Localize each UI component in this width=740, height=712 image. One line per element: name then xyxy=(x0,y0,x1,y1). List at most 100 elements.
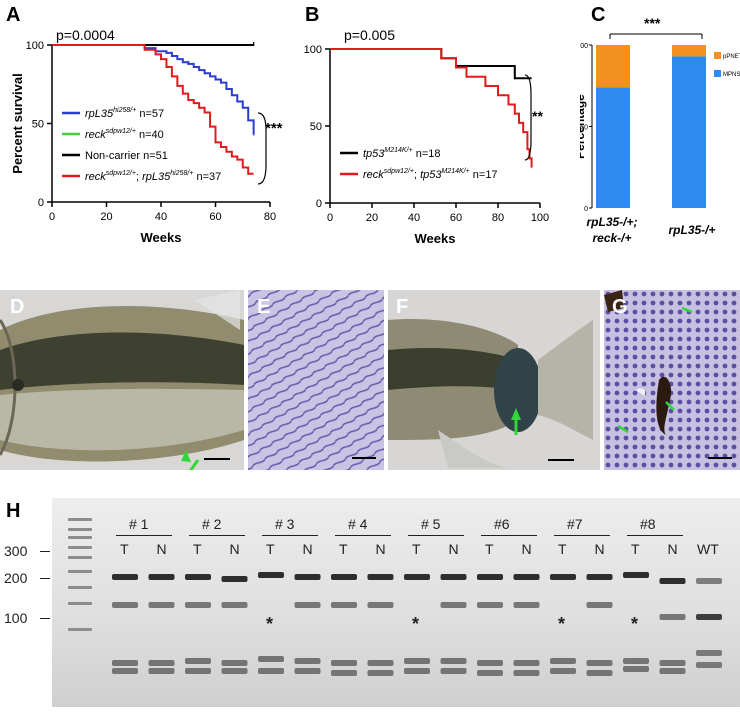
gel-marker-tick xyxy=(40,551,50,552)
chart-c-legend-swatch xyxy=(714,70,721,77)
gel-band xyxy=(696,662,722,668)
gel-band xyxy=(550,658,576,664)
gel-sample-label: # 2 xyxy=(202,516,222,532)
chart-b-y-tick-label: 0 xyxy=(316,198,322,210)
chart-c-legend-swatch xyxy=(714,52,721,59)
gel-image xyxy=(52,498,740,707)
gel-lane-label: T xyxy=(120,541,129,557)
gel-sample-bracket xyxy=(481,535,537,536)
gel-sample-bracket xyxy=(408,535,464,536)
gel-band xyxy=(258,572,284,578)
gel-band xyxy=(440,574,467,580)
gel-sample-bracket xyxy=(627,535,683,536)
chart-c-bar-mpnst xyxy=(596,87,630,208)
chart-c-category-label: rpL35-/+; xyxy=(586,215,637,229)
chart-b-x-axis-label: Weeks xyxy=(415,231,456,246)
gel-lane-label: N xyxy=(156,541,167,557)
significance-c: *** xyxy=(644,15,661,31)
gel-lane-label: T xyxy=(412,541,421,557)
gel-band xyxy=(367,574,394,580)
chart-a-legend-label: rpL35hi258/+ n=57 xyxy=(85,107,164,120)
survival-chart-a: 0 20 40 60 80 0 50 100 Weeks Percent survival p=0… xyxy=(10,27,283,245)
gel-band xyxy=(586,660,613,666)
gel-lane-label: T xyxy=(193,541,202,557)
chart-a-x-tick-label: 80 xyxy=(264,211,276,223)
gel-band xyxy=(185,602,211,608)
gel-lane-label: T xyxy=(266,541,275,557)
p-value-b: p=0.005 xyxy=(344,27,395,43)
chart-c-legend-label: pPNET xyxy=(723,54,740,60)
gel-band xyxy=(221,668,248,674)
ladder-band xyxy=(68,602,92,605)
chart-c-category-label: reck-/+ xyxy=(592,231,631,245)
chart-a-x-tick-label: 60 xyxy=(209,211,221,223)
gel-band xyxy=(185,658,211,664)
chart-b-legend-label: tp53M214K/+ n=18 xyxy=(363,147,440,160)
chart-b-y-axis-label: Percent survival xyxy=(300,76,303,176)
gel-band xyxy=(221,602,248,608)
chart-a-legend-label: Non-carrier n=51 xyxy=(85,150,168,162)
gel-sample-label: #8 xyxy=(640,516,656,532)
gel-band xyxy=(294,602,321,608)
gel-band xyxy=(112,660,138,666)
gel-sample-label: #7 xyxy=(567,516,583,532)
gel-lane-label: N xyxy=(229,541,240,557)
gel-lane-label: T xyxy=(558,541,567,557)
gel-band xyxy=(586,602,613,608)
gel-band xyxy=(294,668,321,674)
gel-band xyxy=(258,668,284,674)
gel-band xyxy=(477,660,503,666)
gel-lane-label: N xyxy=(667,541,678,557)
ladder-band xyxy=(68,528,92,531)
gel-band xyxy=(623,572,649,578)
chart-c-y-tick-label: 0 xyxy=(584,206,588,213)
gel-band xyxy=(477,574,503,580)
chart-a-x-tick-label: 20 xyxy=(100,211,112,223)
gel-wt-label: WT xyxy=(697,541,719,557)
gel-band xyxy=(221,576,248,582)
gel-band xyxy=(696,650,722,656)
panel-f-letter: F xyxy=(396,296,409,318)
gel-band xyxy=(696,614,722,620)
gel-band xyxy=(221,660,248,666)
ladder-band xyxy=(68,628,92,631)
gel-band xyxy=(148,574,175,580)
gel-band xyxy=(513,660,540,666)
gel-band xyxy=(148,602,175,608)
chart-b-legend-label: recksdpw12/+; tp53M214K/+ n=17 xyxy=(363,168,498,181)
ladder-band xyxy=(68,556,92,559)
gel-band xyxy=(367,670,394,676)
gel-band xyxy=(148,668,175,674)
chart-c-legend-label: MPNST xyxy=(723,72,740,78)
gel-lane-label: T xyxy=(485,541,494,557)
gel-band xyxy=(586,670,613,676)
gel-band xyxy=(112,602,138,608)
p-value-a: p=0.0004 xyxy=(56,27,115,43)
chart-a-x-tick-label: 40 xyxy=(155,211,167,223)
gel-band xyxy=(367,602,394,608)
chart-b-x-tick-label: 100 xyxy=(531,212,549,224)
chart-c-y-tick-label: 50 xyxy=(580,125,588,132)
panel-e-letter: E xyxy=(257,296,271,318)
gel-lane-label: T xyxy=(631,541,640,557)
gel-band xyxy=(477,670,503,676)
panel-a-letter: A xyxy=(6,4,21,26)
arrow-icon xyxy=(511,408,521,420)
chart-b-y-tick-label: 50 xyxy=(310,121,322,133)
chart-a-y-tick-label: 0 xyxy=(38,197,44,209)
legend-b: tp53M214K/+ n=18 recksdpw12/+; tp53M214K/… xyxy=(340,147,498,181)
panel-h-letter: H xyxy=(6,500,21,522)
significance-a: *** xyxy=(265,120,283,137)
gel-band xyxy=(659,668,686,674)
chart-c-y-axis-label: Percentage xyxy=(580,94,587,159)
gel-asterisk: * xyxy=(558,614,566,634)
chart-a-y-tick-label: 50 xyxy=(32,119,44,131)
gel-band xyxy=(331,670,357,676)
gel-sample-label: #6 xyxy=(494,516,510,532)
gel-band xyxy=(404,574,430,580)
gel-band xyxy=(112,574,138,580)
gel-band xyxy=(294,574,321,580)
gel-band xyxy=(513,602,540,608)
chart-c-y-tick-label: 100 xyxy=(580,43,588,50)
